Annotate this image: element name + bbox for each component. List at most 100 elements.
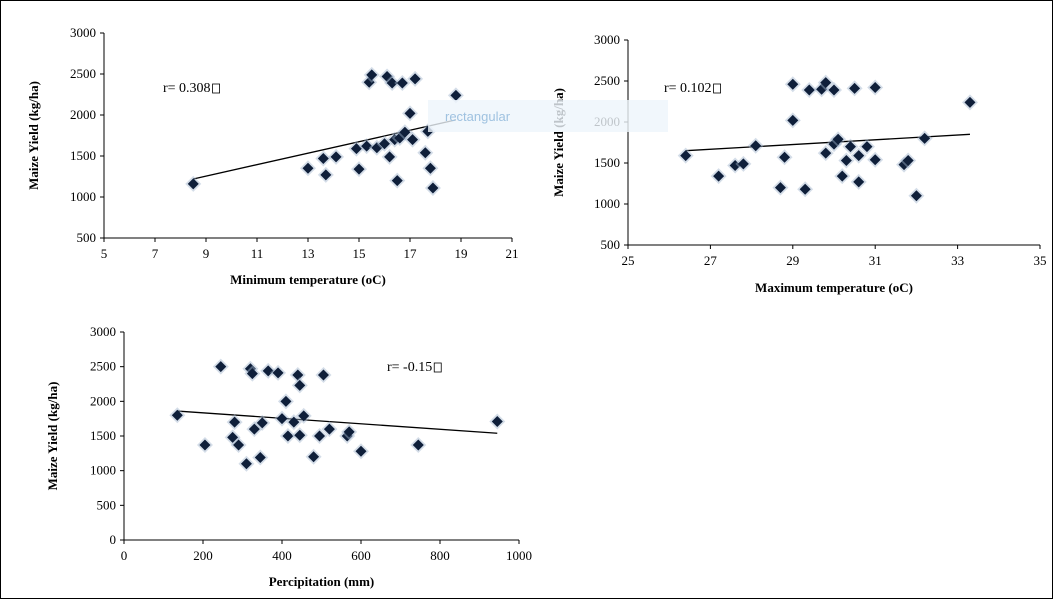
point-marker	[396, 77, 408, 89]
chart-1-data-point	[424, 179, 441, 196]
point-marker	[491, 415, 503, 427]
chart-1-y-axis-label: Maize Yield (kg/ha)	[26, 81, 41, 190]
point-marker	[386, 77, 398, 89]
chart-1-data-point	[422, 160, 439, 177]
chart-2-data-point	[784, 112, 801, 129]
chart-3-y-tick-label: 500	[97, 497, 117, 512]
point-marker	[320, 169, 332, 181]
point-marker	[820, 147, 832, 159]
chart-3-data-point	[238, 455, 255, 472]
chart-3-x-tick-label: 800	[430, 548, 450, 563]
point-marker	[171, 409, 183, 421]
point-marker	[294, 379, 306, 391]
chart-2-y-tick-label: 500	[601, 237, 621, 252]
chart-3-data-point	[305, 448, 322, 465]
point-marker	[713, 170, 725, 182]
point-marker	[215, 361, 227, 373]
chart-3-x-tick-label: 600	[351, 548, 371, 563]
point-marker	[407, 134, 419, 146]
chart-2-data-point	[834, 168, 851, 185]
point-marker	[256, 417, 268, 429]
chart-3-data-point	[274, 410, 290, 427]
point-marker	[869, 82, 881, 94]
chart-1-y-tick-label: 2500	[70, 66, 96, 81]
chart-2-data-point	[838, 152, 855, 169]
chart-1-data-point	[389, 172, 406, 189]
chart-1-data-point	[328, 148, 345, 165]
chart-1-data-point	[381, 148, 398, 165]
chart-3-data-point	[270, 364, 287, 381]
chart-1-x-axis-label: Minimum temperature (oC)	[230, 272, 386, 287]
chart-1-correlation-label: r= 0.308	[163, 81, 211, 96]
chart-1-glyph-box	[212, 83, 220, 94]
chart-1-data-point	[417, 144, 434, 161]
point-marker	[853, 150, 865, 162]
chart-2-data-point	[858, 138, 875, 155]
chart-1-data-point	[317, 166, 334, 183]
point-marker	[227, 431, 239, 443]
chart-2-data-point	[710, 168, 727, 185]
point-marker	[404, 107, 416, 119]
chart-2-x-tick-label: 31	[869, 253, 882, 268]
chart-1-data-point	[407, 70, 424, 87]
chart-2-data-point	[867, 79, 884, 96]
chart-3-data-point	[279, 428, 296, 444]
point-marker	[840, 155, 852, 167]
chart-1-trendline	[193, 119, 457, 180]
chart-3-data-point	[244, 365, 261, 382]
point-marker	[199, 439, 211, 451]
chart-2-data-point	[916, 130, 933, 147]
point-marker	[276, 413, 288, 425]
chart-3-y-tick-label: 1000	[90, 463, 116, 478]
point-marker	[246, 368, 258, 380]
point-marker	[737, 158, 749, 170]
chart-2-data-point	[850, 173, 867, 190]
chart-1-data-point	[300, 160, 316, 177]
chart-1-y-tick-label: 2000	[70, 107, 96, 122]
chart-3-x-tick-label: 0	[121, 548, 128, 563]
chart-2-x-axis-label: Maximum temperature (oC)	[755, 280, 913, 295]
chart-1-data-point	[348, 140, 365, 157]
chart-3-data-point	[315, 366, 332, 383]
chart-2-data-point	[830, 131, 847, 148]
chart-3-x-tick-label: 1000	[506, 548, 532, 563]
watermark-box	[428, 100, 668, 132]
chart-3-y-tick-label: 0	[110, 532, 117, 547]
point-marker	[240, 458, 252, 470]
chart-2-data-point	[900, 152, 917, 169]
point-marker	[317, 152, 329, 164]
point-marker	[233, 439, 245, 451]
point-marker	[262, 365, 274, 377]
chart-3-data-point	[285, 414, 302, 431]
chart-2-data-point	[817, 145, 834, 162]
chart-1-data-point	[394, 75, 411, 92]
point-marker	[820, 77, 832, 89]
point-marker	[366, 69, 378, 81]
chart-1-y-tick-label: 1000	[70, 189, 96, 204]
point-marker	[902, 155, 914, 167]
chart-1-x-tick-label: 21	[506, 246, 519, 261]
chart-3-y-tick-label: 3000	[90, 324, 116, 339]
point-marker	[379, 138, 390, 150]
chart-3-x-tick-label: 200	[193, 548, 213, 563]
chart-1-data-point	[447, 87, 464, 104]
chart-3-y-tick-label: 1500	[90, 428, 116, 443]
chart-3-data-point	[353, 443, 369, 460]
point-marker	[832, 133, 844, 145]
chart-3-data-point	[224, 429, 241, 446]
chart-2-data-point	[677, 147, 694, 164]
chart-3-data-point	[260, 362, 277, 379]
point-marker	[424, 162, 436, 174]
chart-1-y-tick-label: 3000	[70, 25, 96, 40]
chart-1-data-point	[396, 124, 413, 141]
watermark-text: rectangular	[445, 109, 511, 124]
point-marker	[828, 84, 840, 96]
point-marker	[774, 182, 786, 194]
point-marker	[355, 445, 367, 457]
point-marker	[844, 141, 856, 153]
point-marker	[399, 126, 411, 138]
chart-3-y-axis-label: Maize Yield (kg/ha)	[45, 382, 60, 491]
chart-3-data-point	[169, 407, 186, 424]
point-marker	[280, 395, 292, 407]
